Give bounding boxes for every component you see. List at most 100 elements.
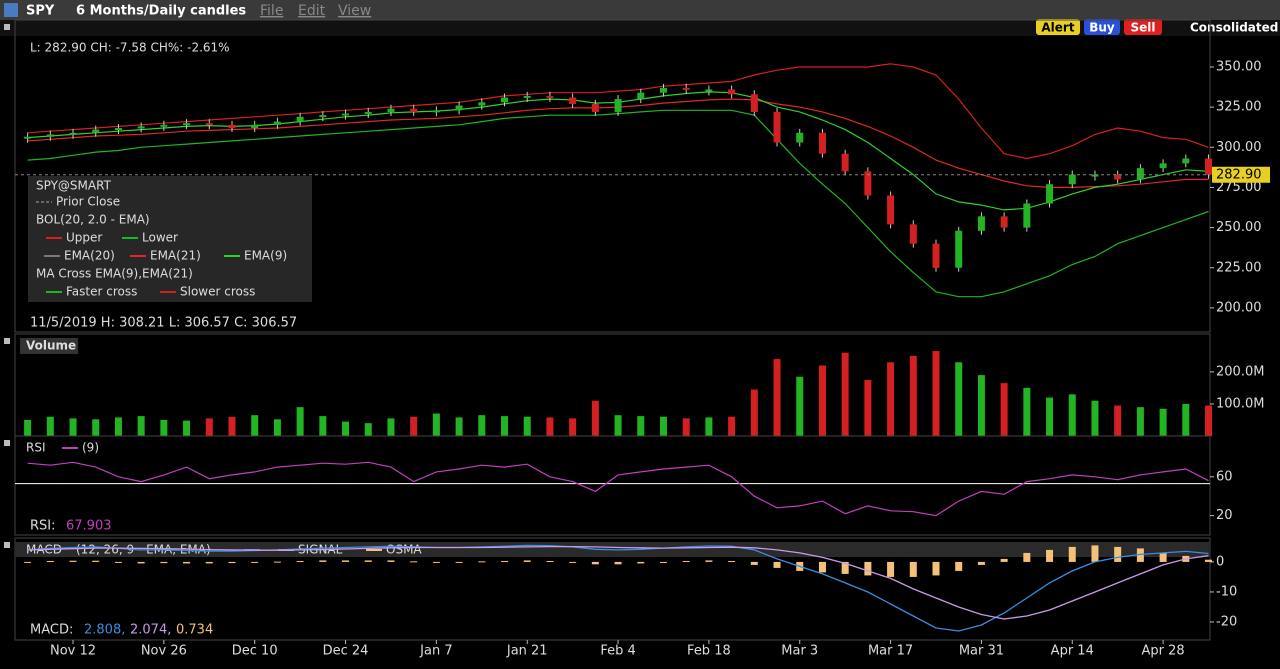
- alert-button[interactable]: [1036, 19, 1080, 35]
- candle: [273, 121, 281, 125]
- volume-bar: [319, 416, 327, 436]
- volume-bar: [659, 416, 667, 436]
- y-tick-label: 20: [1216, 508, 1233, 523]
- readout-value: 67.903: [66, 519, 112, 534]
- volume-bar: [977, 375, 985, 436]
- osma-bar: [932, 561, 940, 576]
- volume-bar: [591, 400, 599, 436]
- volume-bar: [24, 419, 32, 436]
- close-icon[interactable]: [4, 542, 10, 548]
- candle: [523, 95, 531, 98]
- close-icon[interactable]: [4, 440, 10, 446]
- legend-label: EMA(9): [244, 249, 287, 263]
- volume-bar: [410, 416, 418, 436]
- candle: [909, 224, 917, 244]
- volume-bar: [432, 413, 440, 436]
- last-price-label: 282.90: [1216, 167, 1262, 182]
- osma-bar: [160, 561, 168, 564]
- x-tick-label: Feb 18: [687, 644, 731, 659]
- x-tick-label: Nov 12: [50, 644, 96, 659]
- y-tick-label: 250.00: [1216, 220, 1262, 235]
- candle: [614, 99, 622, 112]
- symbol[interactable]: SPY: [26, 4, 55, 19]
- osma-bar: [273, 561, 281, 563]
- candle: [1114, 174, 1122, 180]
- menu-item[interactable]: View: [338, 3, 371, 19]
- period[interactable]: 6 Months/Daily candles: [76, 4, 246, 19]
- sub-toolbar: [0, 20, 1280, 36]
- osma-bar: [1159, 552, 1167, 562]
- osma-bar: [92, 560, 100, 562]
- volume-bar: [387, 418, 395, 436]
- close-icon[interactable]: [4, 338, 10, 344]
- x-tick-label: Jan 7: [419, 644, 452, 659]
- feed[interactable]: Consolidated: [1190, 21, 1278, 35]
- osma-bar: [183, 561, 191, 564]
- osma-bar: [569, 561, 577, 563]
- volume-bar: [728, 416, 736, 436]
- volume-bar: [932, 351, 940, 436]
- candle: [1205, 158, 1213, 175]
- volume-bar: [796, 376, 804, 436]
- candle: [705, 89, 713, 92]
- candle: [773, 111, 781, 143]
- candle: [1068, 174, 1076, 185]
- candle: [977, 216, 985, 231]
- menu-item[interactable]: File: [260, 3, 283, 19]
- x-tick-label: Mar 3: [781, 644, 818, 659]
- legend-label: OSMA: [386, 543, 422, 557]
- x-tick-label: Dec 10: [232, 644, 278, 659]
- osma-bar: [637, 561, 645, 564]
- y-tick-label: 60: [1216, 469, 1233, 484]
- sell-button[interactable]: [1124, 19, 1162, 35]
- osma-bar: [1114, 546, 1122, 562]
- buy-label[interactable]: Buy: [1089, 21, 1115, 35]
- y-tick-label: 300.00: [1216, 140, 1262, 155]
- candle: [569, 97, 577, 104]
- osma-bar: [977, 561, 985, 565]
- readout-label: MACD:: [30, 623, 73, 638]
- osma-bar: [1000, 558, 1008, 562]
- legend-label: Lower: [142, 231, 178, 245]
- candle: [1136, 168, 1144, 180]
- candle: [750, 94, 758, 112]
- osma-bar: [705, 560, 713, 562]
- candle: [92, 129, 100, 133]
- candle: [501, 97, 509, 103]
- alert-label[interactable]: Alert: [1041, 21, 1074, 35]
- sell-label[interactable]: Sell: [1130, 21, 1155, 35]
- candle: [205, 123, 213, 126]
- osma-bar: [319, 560, 327, 562]
- osma-bar: [46, 561, 54, 563]
- osma-bar: [955, 561, 963, 571]
- readout-value: 0.734: [176, 623, 213, 638]
- macd-line: [27, 544, 1209, 632]
- readout-label: RSI:: [30, 519, 56, 534]
- candle: [24, 136, 32, 139]
- candle: [1023, 203, 1031, 228]
- x-tick-label: Apr 14: [1051, 644, 1094, 659]
- candle: [1091, 174, 1099, 177]
- osma-bar: [682, 561, 690, 563]
- osma-bar: [1068, 546, 1076, 562]
- close-icon[interactable]: [4, 24, 10, 30]
- volume-bar: [137, 416, 145, 436]
- candle: [183, 123, 191, 126]
- candle: [546, 95, 554, 98]
- panel-border: [14, 333, 1211, 437]
- panel-border: [14, 435, 1211, 536]
- candle: [887, 195, 895, 225]
- x-tick-label: Dec 24: [323, 644, 369, 659]
- volume-bar: [1023, 387, 1031, 436]
- volume-bar: [750, 389, 758, 436]
- buy-button[interactable]: [1084, 19, 1120, 35]
- candle: [319, 115, 327, 118]
- volume-bar: [773, 359, 781, 436]
- menu-item[interactable]: Edit: [298, 3, 326, 19]
- osma-bar: [728, 561, 736, 563]
- candle: [296, 116, 304, 122]
- volume-bar: [637, 416, 645, 436]
- y-tick-label: 100.0M: [1216, 396, 1264, 411]
- volume-bar: [296, 407, 304, 436]
- osma-bar: [455, 561, 463, 563]
